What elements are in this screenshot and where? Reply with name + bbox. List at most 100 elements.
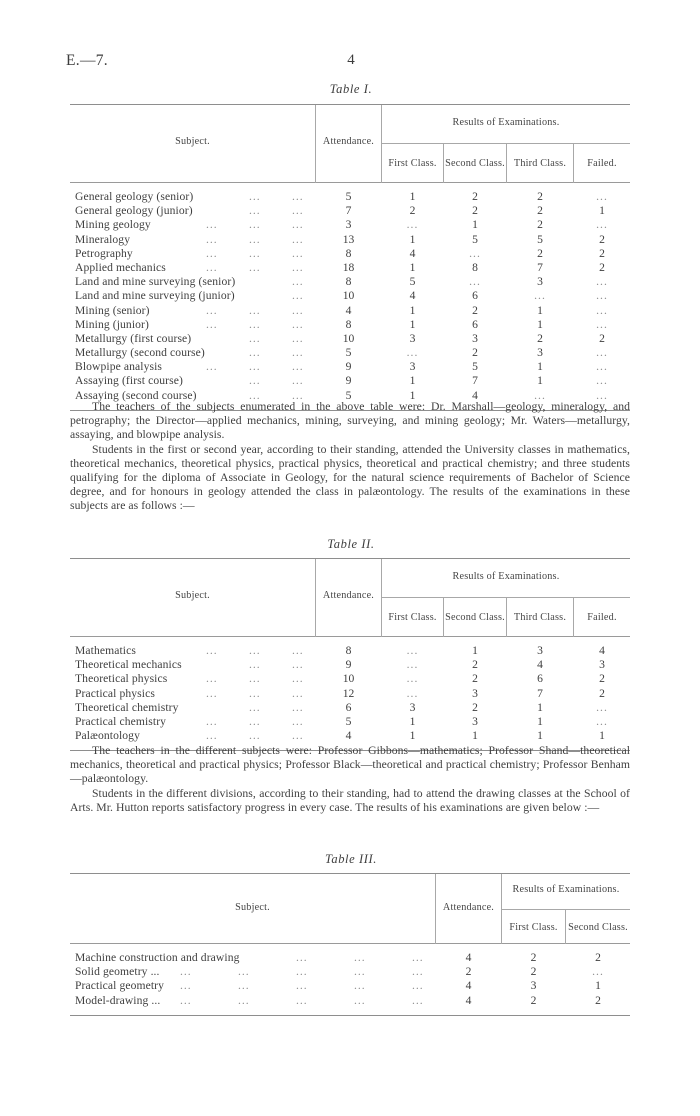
column-divider: [573, 597, 574, 637]
header-attendance: Attendance.: [322, 136, 375, 147]
header-attendance: Attendance.: [442, 902, 495, 913]
leader-dots: ...: [292, 686, 304, 700]
row-attendance: 18: [342, 260, 355, 274]
row-attendance: 13: [342, 232, 355, 246]
header-first-class: First Class.: [388, 158, 437, 169]
table-row: Theoretical mechanics...... 9... 2 4 3: [70, 658, 630, 672]
leader-dots: ...: [249, 672, 261, 686]
row-attendance: 9: [345, 658, 352, 672]
table-row: Mineralogy......... 13 1 5 5 2: [70, 233, 630, 247]
table-row: Applied mechanics......... 18 1 8 7 2: [70, 261, 630, 275]
header-subject: Subject.: [175, 136, 210, 147]
row-attendance: 9: [345, 374, 352, 388]
row-second-class: 1: [595, 979, 601, 993]
leader-dots: ...: [249, 729, 261, 743]
leader-dots: ...: [354, 993, 366, 1007]
row-first-class: 1: [409, 317, 416, 331]
row-third-class: 1: [537, 714, 543, 728]
column-divider: [443, 597, 444, 637]
leader-dots: ...: [249, 374, 261, 388]
row-subject: Solid geometry ...: [75, 965, 160, 979]
row-failed: ...: [596, 190, 608, 203]
row-subject: Theoretical physics: [75, 672, 168, 686]
row-failed: ...: [596, 388, 608, 402]
row-first-class: 1: [409, 714, 416, 728]
table-row: Blowpipe analysis......... 9 3 5 1...: [70, 360, 630, 374]
row-attendance: 8: [345, 246, 352, 260]
leader-dots: ...: [292, 346, 304, 360]
row-third-class: 2: [537, 246, 543, 260]
leader-dots: ...: [249, 686, 261, 700]
row-third-class: ...: [534, 289, 546, 303]
row-failed: 1: [599, 204, 605, 218]
leader-dots: ...: [249, 204, 261, 218]
header-third-class: Third Class.: [513, 612, 567, 623]
leader-dots: ...: [292, 672, 304, 686]
leader-dots: ...: [206, 232, 218, 246]
table-row: Practical physics......... 12... 3 7 2: [70, 687, 630, 701]
row-subject: Mathematics: [75, 644, 136, 657]
row-subject: Mining (junior): [75, 317, 149, 331]
leader-dots: ...: [249, 388, 261, 402]
row-third-class: 1: [537, 303, 543, 317]
paragraph-text: Students in the first or second year, ac…: [70, 443, 630, 513]
row-failed: 2: [599, 672, 605, 686]
leader-dots: ...: [249, 644, 261, 657]
row-third-class: 4: [537, 658, 543, 672]
leader-dots: ...: [180, 993, 192, 1007]
leader-dots: ...: [292, 644, 304, 657]
row-second-class: 2: [595, 951, 601, 964]
leader-dots: ...: [292, 700, 304, 714]
leader-dots: ...: [249, 218, 261, 232]
leader-dots: ...: [206, 729, 218, 743]
row-third-class: 3: [537, 275, 543, 289]
leader-dots: ...: [292, 331, 304, 345]
row-second-class: 5: [472, 360, 478, 374]
column-divider: [435, 874, 436, 944]
table-row: Practical geometry............... 4 3 1: [70, 979, 630, 993]
row-first-class: 5: [409, 275, 416, 289]
leader-dots: ...: [249, 331, 261, 345]
leader-dots: ...: [292, 374, 304, 388]
header-failed: Failed.: [587, 612, 617, 623]
table-1-header: Subject. Attendance. Results of Examinat…: [70, 105, 630, 183]
leader-dots: ...: [180, 979, 192, 993]
row-failed: ...: [596, 289, 608, 303]
row-second-class: ...: [592, 965, 604, 979]
leader-dots: ...: [296, 951, 308, 964]
page-number: 4: [347, 52, 355, 68]
leader-dots: ...: [249, 658, 261, 672]
leader-dots: ...: [238, 993, 250, 1007]
row-attendance: 4: [465, 993, 472, 1007]
row-attendance: 9: [345, 360, 352, 374]
column-divider: [506, 597, 507, 637]
row-attendance: 2: [465, 965, 472, 979]
table-row: Land and mine surveying (senior)... 8 5...…: [70, 275, 630, 289]
row-failed: ...: [596, 303, 608, 317]
row-attendance: 12: [342, 686, 355, 700]
leader-dots: ...: [412, 993, 424, 1007]
row-first-class: ...: [406, 346, 419, 360]
leader-dots: ...: [249, 360, 261, 374]
row-attendance: 8: [345, 275, 352, 289]
table-row: Metallurgy (first course)...... 10 3 3 2 2: [70, 332, 630, 346]
leader-dots: ...: [354, 951, 366, 964]
row-second-class: ...: [469, 246, 481, 260]
table-row: Theoretical physics......... 10... 2 6 2: [70, 672, 630, 686]
header-results-group: Results of Examinations.: [512, 884, 620, 895]
leader-dots: ...: [206, 303, 218, 317]
row-third-class: 1: [537, 360, 543, 374]
row-second-class: 2: [472, 658, 478, 672]
row-second-class: ...: [469, 275, 481, 289]
table-2-caption: Table II.: [327, 537, 375, 551]
leader-dots: ...: [249, 190, 261, 203]
row-subject: Land and mine surveying (senior): [75, 275, 236, 289]
leader-dots: ...: [292, 317, 304, 331]
row-third-class: 1: [537, 700, 543, 714]
header-results-group: Results of Examinations.: [452, 571, 560, 582]
row-attendance: 4: [465, 951, 472, 964]
table-row: Theoretical chemistry...... 6 3 2 1...: [70, 701, 630, 715]
row-subject: Assaying (first course): [75, 374, 183, 388]
row-first-class: 1: [409, 190, 416, 203]
leader-dots: ...: [412, 979, 424, 993]
